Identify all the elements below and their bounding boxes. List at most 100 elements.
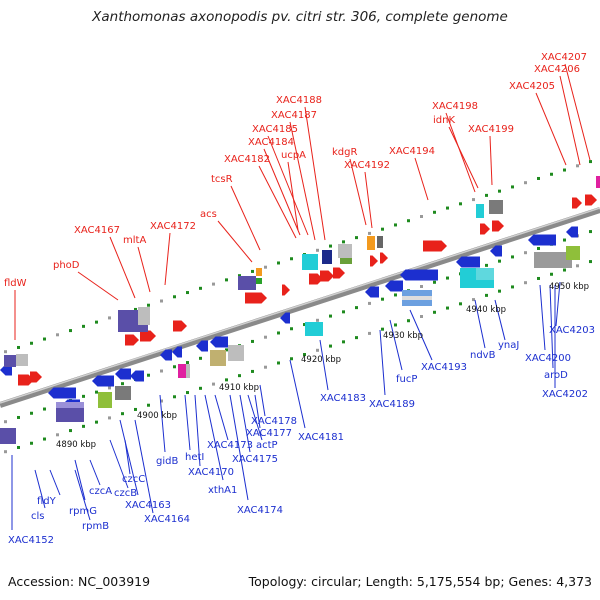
gene-block (0, 428, 16, 444)
tick-mark (329, 314, 332, 318)
gene-block (566, 246, 580, 260)
gene-label[interactable]: tcsR (211, 174, 233, 185)
reverse-gene (280, 312, 290, 324)
gene-label[interactable]: XAC4167 (74, 225, 120, 236)
tick-row-upper (4, 160, 592, 354)
gene-label[interactable]: fldY (37, 496, 57, 507)
leader-line (134, 419, 154, 514)
tick-mark (69, 329, 72, 333)
tick-mark (485, 293, 488, 297)
gene-block (16, 354, 28, 366)
gene-label[interactable]: XAC4184 (248, 137, 294, 148)
gene-label[interactable]: rpmB (82, 521, 109, 532)
gene-label[interactable]: czcC (122, 474, 145, 485)
tick-mark (173, 365, 176, 369)
gene-label[interactable]: XAC4193 (421, 362, 467, 373)
gene-label[interactable]: XAC4189 (369, 399, 415, 410)
gene-label[interactable]: phoD (53, 260, 80, 271)
tick-mark (121, 382, 124, 386)
gene-block (322, 250, 332, 264)
leader-line (34, 469, 46, 509)
gene-label[interactable]: XAC4205 (509, 81, 555, 92)
gene-label[interactable]: XAC4175 (232, 454, 278, 465)
tick-mark (407, 319, 410, 323)
tick-mark (446, 306, 449, 310)
gene-label[interactable]: XAC4182 (224, 154, 270, 165)
leader-line (194, 394, 201, 467)
gene-label[interactable]: fucP (396, 374, 417, 385)
gene-label[interactable]: XAC4188 (276, 95, 322, 106)
gene-label[interactable]: cls (31, 511, 45, 522)
leader-line (349, 158, 367, 226)
tick-mark (95, 390, 98, 394)
tick-mark (433, 280, 436, 284)
gene-label[interactable]: ucpA (281, 150, 306, 161)
tick-mark (381, 327, 384, 331)
gene-label[interactable]: XAC4199 (468, 124, 514, 135)
leader-line (448, 126, 479, 189)
gene-label[interactable]: ynaJ (498, 340, 519, 351)
gene-label[interactable]: ndvB (470, 350, 496, 361)
gene-label[interactable]: XAC4198 (432, 101, 478, 112)
gene-label[interactable]: gidB (156, 456, 178, 467)
gene-label[interactable]: XAC4170 (188, 467, 234, 478)
gene-label[interactable]: czcB (114, 488, 137, 499)
gene-block (115, 386, 131, 400)
gene-label[interactable]: acs (200, 209, 217, 220)
gene-label[interactable]: xthA1 (208, 485, 237, 496)
gene-label[interactable]: XAC4192 (344, 160, 390, 171)
tick-mark (342, 340, 345, 344)
gene-label[interactable]: XAC4187 (271, 110, 317, 121)
gene-label[interactable]: XAC4164 (144, 514, 190, 525)
gene-label[interactable]: hetI (185, 452, 204, 463)
gene-label[interactable]: XAC4163 (125, 500, 171, 511)
gene-label[interactable]: czcA (89, 486, 112, 497)
gene-label[interactable]: XAC4152 (8, 535, 54, 546)
gene-label[interactable]: rpmG (69, 506, 97, 517)
tick-mark (82, 324, 85, 328)
gene-label[interactable]: XAC4181 (298, 432, 344, 443)
genome-backbone (0, 207, 600, 408)
leader-line (109, 236, 136, 299)
gene-label[interactable]: fldW (4, 278, 27, 289)
leader-line (119, 419, 139, 496)
gene-label[interactable]: idnK (433, 115, 455, 126)
leader-line (214, 394, 229, 441)
tick-mark (251, 369, 254, 373)
leader-line (445, 112, 476, 193)
gene-label[interactable]: XAC4194 (389, 146, 435, 157)
tick-mark (56, 433, 59, 437)
gene-label[interactable]: XAC4178 (251, 416, 297, 427)
gene-block (302, 254, 318, 270)
gene-label[interactable]: mltA (123, 235, 146, 246)
gene-label[interactable]: XAC4206 (534, 64, 580, 75)
tick-mark (17, 415, 20, 419)
gene-label[interactable]: XAC4185 (252, 124, 298, 135)
gene-label[interactable]: XAC4174 (237, 505, 283, 516)
gene-label[interactable]: XAC4207 (541, 52, 587, 63)
tick-mark (264, 365, 267, 369)
tick-mark (355, 306, 358, 310)
tick-mark (121, 412, 124, 416)
gene-label[interactable]: XAC4202 (542, 389, 588, 400)
gene-label[interactable]: aroD (544, 370, 568, 381)
tick-mark (459, 202, 462, 206)
tick-mark (563, 238, 566, 242)
tick-mark (524, 281, 527, 285)
leader-line (230, 185, 261, 251)
gene-label[interactable]: XAC4183 (320, 393, 366, 404)
tick-row-lower (4, 260, 592, 454)
gene-label[interactable]: XAC4203 (549, 325, 595, 336)
gene-label[interactable]: XAC4173 (207, 440, 253, 451)
gene-label[interactable]: XAC4172 (150, 221, 196, 232)
reverse-gene (456, 256, 480, 268)
leader-line (184, 394, 191, 451)
gene-label[interactable]: XAC4177 (246, 428, 292, 439)
accession-text: Accession: NC_003919 (8, 574, 151, 589)
gene-label[interactable]: kdgR (332, 147, 357, 158)
gene-label[interactable]: actP (256, 440, 278, 451)
leader-line (74, 469, 91, 521)
gene-label[interactable]: XAC4200 (525, 353, 571, 364)
gene-block (98, 392, 112, 408)
